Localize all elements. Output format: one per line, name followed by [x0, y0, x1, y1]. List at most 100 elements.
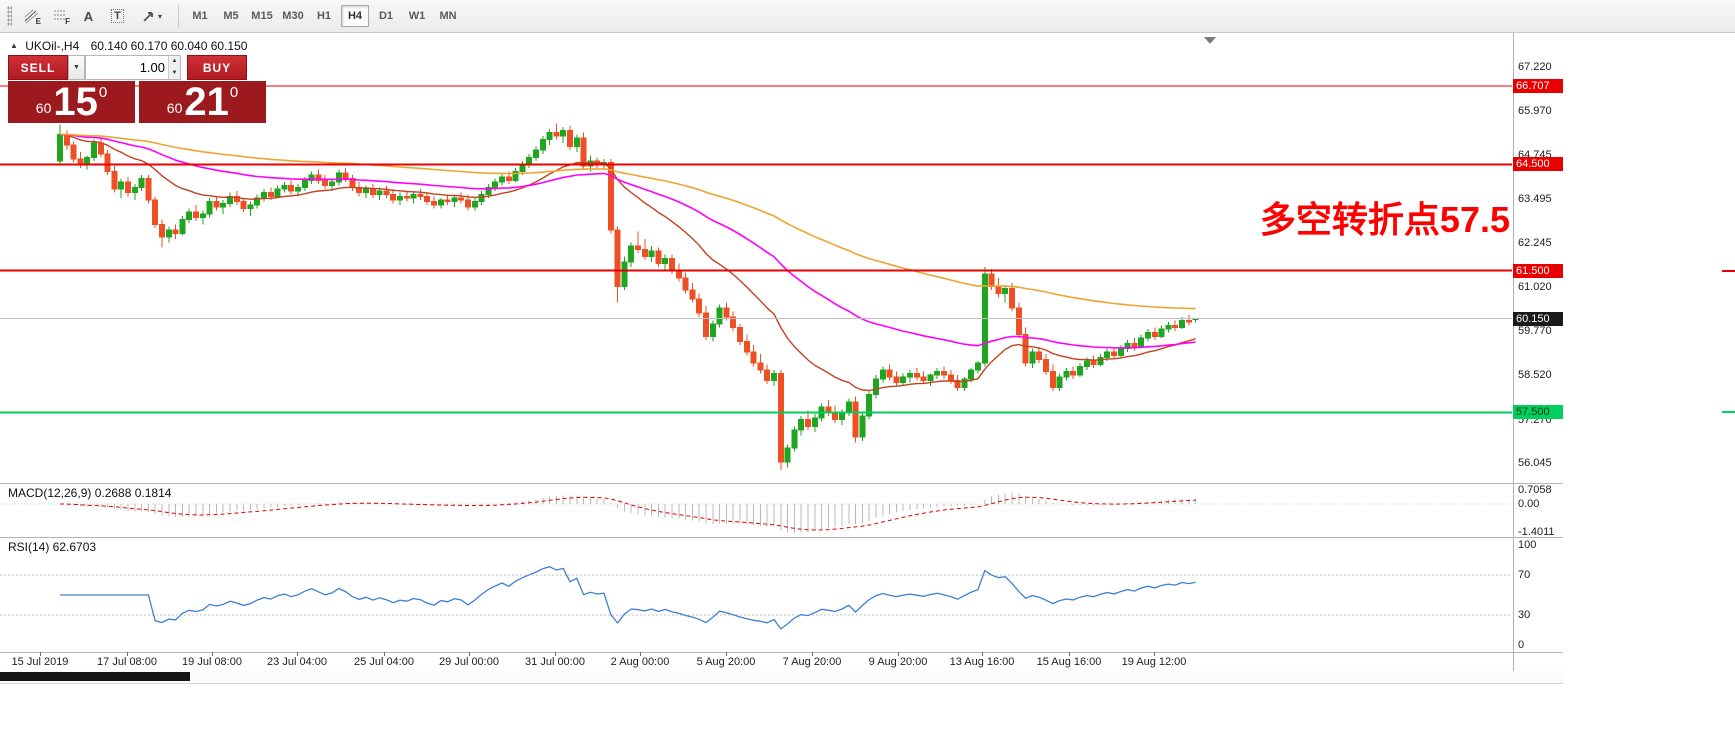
fibonacci-tool-button[interactable]: F	[46, 4, 73, 28]
time-axis-tick	[1154, 652, 1155, 656]
rsi-axis-label: 70	[1518, 569, 1531, 581]
symbol-period-label: UKOil-,H4	[25, 39, 80, 53]
time-axis-tick	[212, 652, 213, 656]
time-axis-tick	[469, 652, 470, 656]
time-axis-tick	[384, 652, 385, 656]
candles-layer	[57, 123, 1199, 470]
sell-button[interactable]: SELL	[8, 55, 68, 80]
arrows-tool-button[interactable]: ▾	[133, 4, 171, 28]
timeframe-button-mn[interactable]: MN	[434, 5, 462, 27]
horizontal-scrollbar[interactable]	[0, 671, 1563, 684]
price-tag: 57.500	[1513, 405, 1563, 420]
price-axis-line[interactable]	[1513, 33, 1514, 671]
edge-line-mark	[1722, 269, 1735, 272]
price-axis-label: 65.970	[1518, 105, 1552, 118]
macd-axis-label: 0.7058	[1518, 483, 1552, 496]
label-tool-icon: T	[111, 9, 124, 23]
volume-decrease-button[interactable]: ▼	[169, 67, 180, 79]
time-axis-tick	[726, 652, 727, 656]
edge-line-mark	[1722, 411, 1735, 414]
buy-button[interactable]: BUY	[187, 55, 247, 80]
channel-lines-icon	[24, 9, 38, 24]
price-axis-label: 58.520	[1518, 369, 1552, 382]
equidistant-channel-tool-button[interactable]: E	[17, 4, 44, 28]
channel-tool-glyph: E	[35, 17, 41, 26]
chart-shift-marker	[1204, 37, 1216, 44]
chart-title: ▲ UKOil-,H4 60.140 60.170 60.040 60.150	[10, 39, 247, 53]
rsi-indicator-chart[interactable]	[0, 537, 1512, 652]
macd-panel-divider[interactable]	[0, 483, 1563, 484]
horizontal-lines-layer	[0, 85, 1512, 414]
main-price-chart[interactable]	[0, 33, 1512, 483]
time-axis-label: 23 Jul 04:00	[267, 656, 327, 668]
price-tag: 64.500	[1513, 157, 1563, 172]
rsi-axis-label: 30	[1518, 609, 1531, 621]
price-axis-label: 67.220	[1518, 61, 1552, 73]
timeframe-button-d1[interactable]: D1	[372, 5, 400, 27]
timeframe-button-h1[interactable]: H1	[310, 5, 338, 27]
macd-label: MACD(12,26,9) 0.2688 0.1814	[8, 486, 172, 500]
time-axis-divider	[0, 652, 1563, 653]
price-tag: 60.150	[1513, 311, 1563, 326]
rsi-panel-divider[interactable]	[0, 537, 1563, 538]
ma-55-line	[59, 133, 1196, 349]
time-axis-label: 31 Jul 00:00	[525, 656, 585, 668]
volume-input[interactable]	[86, 56, 168, 79]
time-axis-tick	[898, 652, 899, 656]
toolbar: E F A T ▾ M1 M5 M15 M30 H1 H4 D1 W1 MN	[0, 0, 1735, 33]
horizontal-scrollbar-thumb[interactable]	[0, 672, 190, 681]
ask-pips-digits: 21	[184, 80, 229, 124]
chart-text-annotation: 多空转折点57.5	[1259, 199, 1510, 240]
rsi-line	[60, 566, 1196, 630]
price-axis-label: 63.495	[1518, 192, 1552, 205]
rsi-label: RSI(14) 62.6703	[8, 540, 97, 554]
timeframe-toolbar: M1 M5 M15 M30 H1 H4 D1 W1 MN	[186, 5, 462, 27]
timeframe-button-m1[interactable]: M1	[186, 5, 214, 27]
volume-spinner: ▲ ▼	[168, 56, 180, 79]
bid-price-display[interactable]: 60 15 0	[8, 81, 135, 123]
macd-axis-label: -1.4011	[1518, 526, 1555, 539]
time-axis-tick	[127, 652, 128, 656]
time-axis-label: 15 Jul 2019	[11, 656, 69, 668]
price-tag: 61.500	[1513, 263, 1563, 278]
toolbar-grip[interactable]	[7, 6, 12, 26]
time-axis-tick	[812, 652, 813, 656]
text-tool-button[interactable]: A	[75, 4, 102, 28]
time-axis-label: 17 Jul 08:00	[97, 656, 157, 668]
time-axis-label: 13 Aug 16:00	[949, 656, 1015, 668]
label-tool-button[interactable]: T	[104, 4, 131, 28]
volume-box: ▲ ▼	[85, 55, 181, 80]
volume-dropdown-button[interactable]: ▼	[68, 55, 85, 80]
macd-indicator-chart[interactable]	[0, 483, 1512, 537]
price-tag: 66.707	[1513, 79, 1563, 94]
time-axis-tick	[982, 652, 983, 656]
time-axis-label: 29 Jul 00:00	[439, 656, 499, 668]
volume-increase-button[interactable]: ▲	[169, 56, 180, 68]
timeframe-button-m15[interactable]: M15	[248, 5, 276, 27]
fibonacci-tool-glyph: F	[65, 17, 70, 26]
ma-120-line	[59, 133, 1196, 310]
ask-price-display[interactable]: 60 21 0	[139, 81, 266, 123]
price-axis-label: 56.045	[1518, 456, 1552, 469]
bid-major-digits: 60	[35, 100, 52, 116]
chart-collapse-icon[interactable]: ▲	[10, 41, 18, 50]
price-axis-label: 62.245	[1518, 237, 1552, 250]
ask-major-digits: 60	[166, 100, 183, 116]
timeframe-button-w1[interactable]: W1	[403, 5, 431, 27]
timeframe-button-m5[interactable]: M5	[217, 5, 245, 27]
time-axis-label: 25 Jul 04:00	[354, 656, 414, 668]
time-axis-tick	[640, 652, 641, 656]
time-axis-label: 7 Aug 20:00	[782, 656, 842, 668]
time-axis-label: 19 Aug 12:00	[1121, 656, 1187, 668]
macd-signal-line	[59, 496, 1196, 531]
text-tool-icon: A	[83, 8, 94, 24]
time-axis-label: 2 Aug 00:00	[610, 656, 670, 668]
arrow-tool-icon	[143, 11, 153, 22]
timeframe-button-m30[interactable]: M30	[279, 5, 307, 27]
price-axis-label: 59.770	[1518, 324, 1552, 337]
time-axis-tick	[297, 652, 298, 656]
timeframe-button-h4[interactable]: H4	[341, 5, 369, 27]
time-axis-label: 15 Aug 16:00	[1036, 656, 1102, 668]
time-axis-label: 9 Aug 20:00	[868, 656, 928, 668]
